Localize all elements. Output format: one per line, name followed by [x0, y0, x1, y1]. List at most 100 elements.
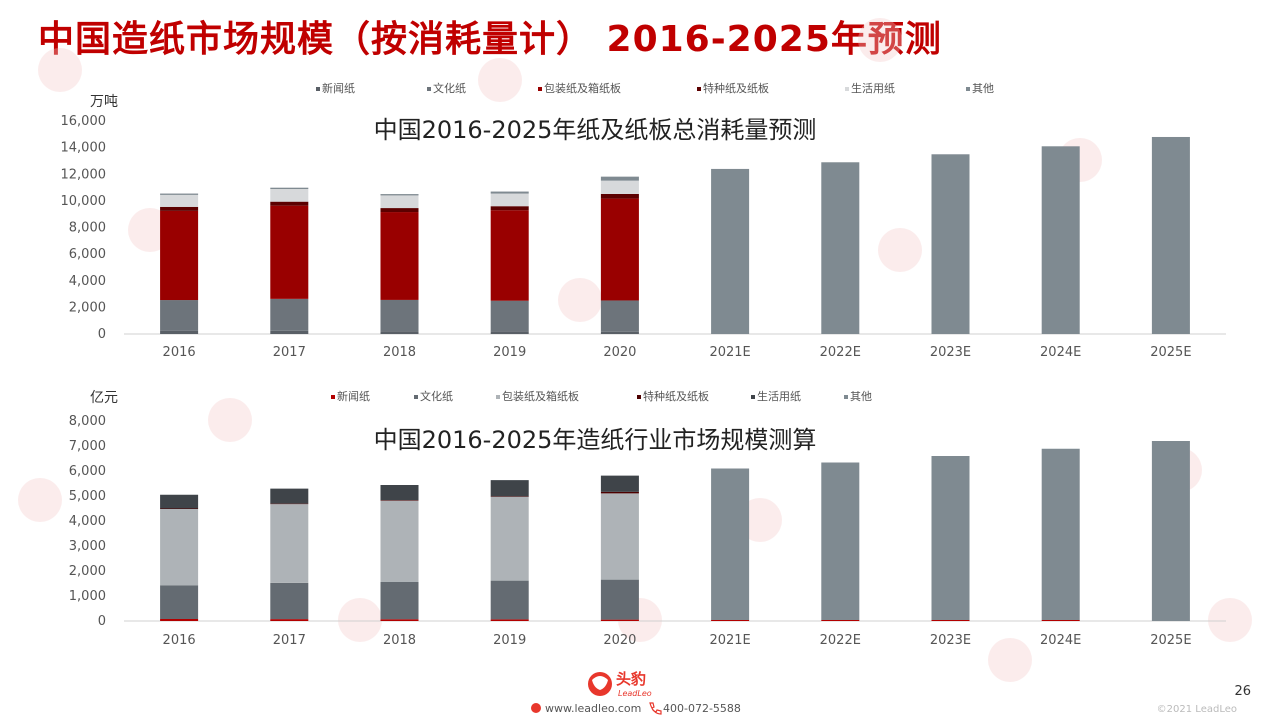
bar-segment	[600, 180, 639, 194]
bar-segment	[160, 508, 199, 509]
copyright: ©2021 LeadLeo	[1157, 704, 1237, 715]
bar-segment	[270, 205, 309, 299]
legend-entry: 文化纸	[433, 81, 466, 95]
x-tick-label: 2018	[383, 633, 416, 648]
x-tick-label: 2021E	[709, 345, 750, 360]
bar-segment	[600, 300, 639, 332]
watermark-logo-icon	[988, 638, 1032, 682]
bar-segment	[380, 194, 419, 196]
bar-segment	[821, 620, 860, 621]
bar-segment	[1041, 620, 1080, 621]
bar-segment	[490, 191, 529, 194]
y-tick-label: 4,000	[69, 514, 106, 529]
bar-segment	[160, 300, 199, 331]
x-tick-label: 2025E	[1150, 345, 1191, 360]
bar-segment	[160, 206, 199, 211]
x-tick-label: 2022E	[820, 633, 861, 648]
legend-swatch	[845, 87, 849, 91]
watermark-logo-icon	[18, 478, 62, 522]
phone-number: 400-072-5588	[663, 702, 741, 715]
bar-segment	[600, 198, 639, 301]
chart-title: 中国2016-2025年纸及纸板总消耗量预测	[374, 116, 817, 144]
bar-segment	[380, 619, 419, 621]
y-tick-label: 3,000	[69, 539, 106, 554]
legend-swatch	[966, 87, 970, 91]
logo: 头豹 LeadLeo	[588, 670, 652, 698]
page-title: 中国造纸市场规模（按消耗量计） 2016-2025年预测	[38, 19, 942, 60]
bar-segment	[380, 299, 419, 332]
bar-segment	[270, 189, 309, 202]
logo-text: 头豹	[616, 670, 646, 688]
chart-title: 中国2016-2025年造纸行业市场规模测算	[374, 426, 817, 454]
legend-swatch	[414, 395, 418, 399]
legend-swatch	[844, 395, 848, 399]
y-tick-label: 14,000	[61, 141, 107, 156]
legend-swatch	[637, 395, 641, 399]
bar-segment	[380, 581, 419, 620]
page-number: 26	[1234, 684, 1251, 699]
watermark-logo-icon	[1208, 598, 1252, 642]
y-tick-label: 0	[98, 327, 106, 342]
bar-segment	[380, 208, 419, 213]
x-tick-label: 2016	[163, 345, 196, 360]
bar-segment	[711, 168, 750, 334]
bar-segment	[490, 193, 529, 207]
bar-segment	[270, 619, 309, 621]
bar-segment	[600, 493, 639, 580]
y-tick-label: 10,000	[61, 194, 107, 209]
bar-segment	[1151, 136, 1190, 334]
watermark-logo-icon	[208, 398, 252, 442]
bar-segment	[600, 475, 639, 492]
legend-entry: 包装纸及箱纸板	[544, 81, 621, 95]
bar-segment	[490, 619, 529, 621]
legend-swatch	[427, 87, 431, 91]
bar-segment	[600, 491, 639, 494]
bar-segment	[931, 154, 970, 334]
y-tick-label: 6,000	[69, 464, 106, 479]
legend-entry: 新闻纸	[337, 389, 370, 403]
bar-segment	[160, 619, 199, 621]
bar-segment	[821, 162, 860, 334]
legend-entry: 特种纸及纸板	[643, 389, 709, 403]
x-tick-label: 2017	[273, 345, 306, 360]
x-tick-label: 2018	[383, 345, 416, 360]
bar-segment	[160, 194, 199, 207]
legend-swatch	[697, 87, 701, 91]
bar-segment	[711, 620, 750, 621]
bar-segment	[270, 298, 309, 331]
website-link[interactable]: www.leadleo.com	[545, 702, 641, 715]
legend-entry: 生活用纸	[851, 81, 895, 95]
watermark-logo-icon	[38, 48, 82, 92]
bar-segment	[380, 500, 419, 582]
y-tick-label: 12,000	[61, 167, 107, 182]
legend-entry: 其他	[972, 82, 994, 95]
x-tick-label: 2021E	[709, 633, 750, 648]
watermark-logo-icon	[478, 58, 522, 102]
bar-segment	[490, 206, 529, 211]
bar-segment	[380, 195, 419, 209]
bar-segment	[490, 300, 529, 332]
bar-segment	[160, 330, 199, 334]
bar-segment	[821, 462, 860, 620]
bar-segment	[270, 504, 309, 583]
legend-entry: 新闻纸	[322, 81, 355, 95]
phone-icon	[649, 702, 662, 715]
watermark-logo-icon	[558, 278, 602, 322]
web-icon	[531, 703, 541, 713]
bar-segment	[160, 210, 199, 301]
x-tick-label: 2016	[163, 633, 196, 648]
bar-segment	[160, 585, 199, 619]
market-size-chart: 亿元 0 1,000 2,000 3,000 4,000 5,000 6,000 7,000 8,…	[69, 389, 1226, 648]
x-tick-label: 2022E	[820, 345, 861, 360]
bar-segment	[270, 330, 309, 334]
bar-segment	[160, 494, 199, 509]
legend-entry: 文化纸	[420, 389, 453, 403]
y-tick-label: 2,000	[69, 564, 106, 579]
legend-entry: 特种纸及纸板	[703, 81, 769, 95]
y-unit-label: 亿元	[90, 390, 118, 406]
y-tick-label: 8,000	[69, 221, 106, 236]
bar-segment	[270, 201, 309, 206]
logo-sub-text: LeadLeo	[618, 689, 652, 698]
y-unit-label: 万吨	[90, 94, 118, 110]
